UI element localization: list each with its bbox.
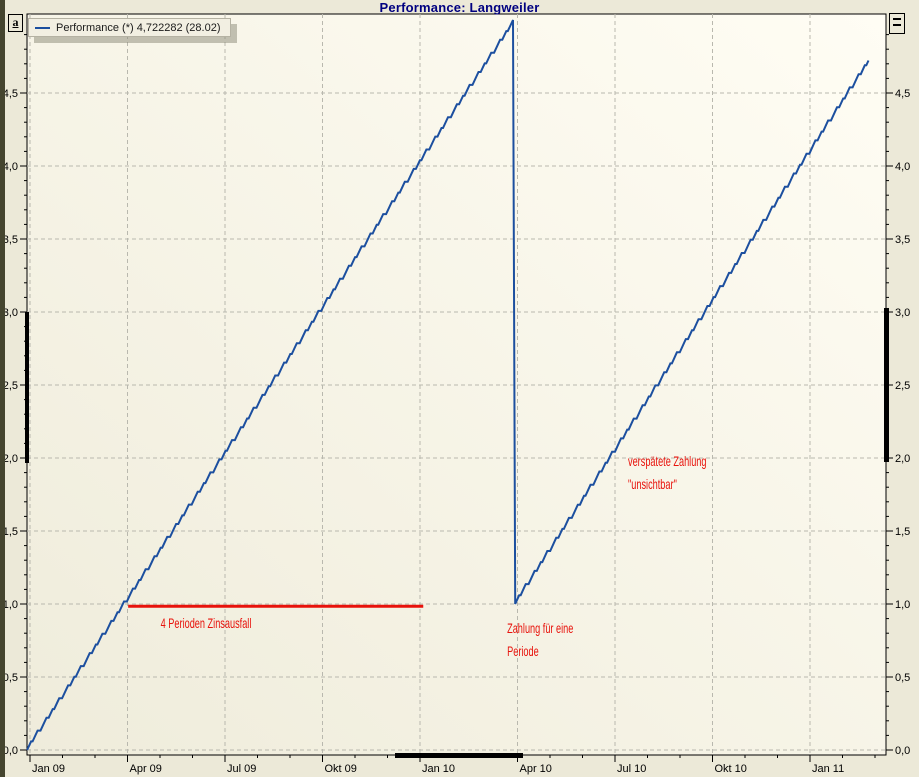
annotations: 4 Perioden Zinsausfall Zahlung für eine Pe… bbox=[128, 456, 707, 659]
tick-label: 3,5 bbox=[895, 234, 910, 246]
tick-label: 3,0 bbox=[3, 307, 18, 319]
tick-label: 3,5 bbox=[3, 234, 18, 246]
tick-label: 4,0 bbox=[895, 161, 910, 173]
tick-label: Jan 11 bbox=[812, 763, 844, 775]
annotation-text: 4 Perioden Zinsausfall bbox=[161, 617, 252, 631]
tick-label: 2,5 bbox=[3, 380, 18, 392]
tick-label: Apr 09 bbox=[130, 763, 162, 775]
tick-label: 1,0 bbox=[895, 599, 910, 611]
tick-label: 1,5 bbox=[895, 526, 910, 538]
tick-label: Jan 09 bbox=[32, 763, 65, 775]
tick-label: 1,0 bbox=[3, 599, 18, 611]
performance-line bbox=[26, 19, 870, 751]
arithmetic-scale-icon[interactable]: a bbox=[8, 14, 23, 32]
tick-label: Okt 09 bbox=[325, 763, 357, 775]
gridlines bbox=[27, 14, 886, 755]
axis-menu-icon[interactable] bbox=[889, 13, 905, 34]
annotation-text: "unsichtbar" bbox=[628, 479, 677, 493]
legend-series-swatch bbox=[35, 26, 50, 29]
tick-label: 1,5 bbox=[3, 526, 18, 538]
tick-label: 3,0 bbox=[895, 307, 910, 319]
axes: Jan 09 Apr 09 Jul 09 Okt 09 Jan 10 Apr 10 Jul … bbox=[3, 34, 910, 775]
tick-label: 0,5 bbox=[895, 672, 910, 684]
tick-label: Okt 10 bbox=[715, 763, 747, 775]
tick-label: 4,5 bbox=[3, 88, 18, 100]
tick-label: 2,0 bbox=[895, 453, 910, 465]
tick-label: 2,5 bbox=[895, 380, 910, 392]
y-axis-scroll-thumb-left[interactable] bbox=[25, 312, 29, 463]
legend[interactable]: Performance (*) 4,722282 (28.02) bbox=[28, 18, 232, 37]
tick-label: Jan 10 bbox=[422, 763, 455, 775]
legend-label: Performance (*) 4,722282 (28.02) bbox=[56, 21, 221, 34]
window-edge-strip bbox=[0, 0, 5, 777]
y-axis-scroll-thumb-right[interactable] bbox=[884, 308, 889, 462]
tick-label: 2,0 bbox=[3, 453, 18, 465]
tick-label: 0,0 bbox=[895, 745, 910, 757]
tick-label: 4,0 bbox=[3, 161, 18, 173]
tick-label: Apr 10 bbox=[520, 763, 552, 775]
tick-label: Jul 10 bbox=[617, 763, 646, 775]
tick-label: 0,5 bbox=[3, 672, 18, 684]
annotation-text: Zahlung für eine bbox=[507, 622, 573, 636]
annotation-text: Periode bbox=[507, 645, 539, 659]
x-axis-scroll-thumb[interactable] bbox=[395, 753, 523, 758]
chart-title: Performance: Langweiler bbox=[379, 0, 540, 15]
tick-label: 0,0 bbox=[3, 745, 18, 757]
tick-label: Jul 09 bbox=[227, 763, 256, 775]
tick-label: 4,5 bbox=[895, 88, 910, 100]
annotation-text: verspätete Zahlung bbox=[628, 456, 707, 470]
